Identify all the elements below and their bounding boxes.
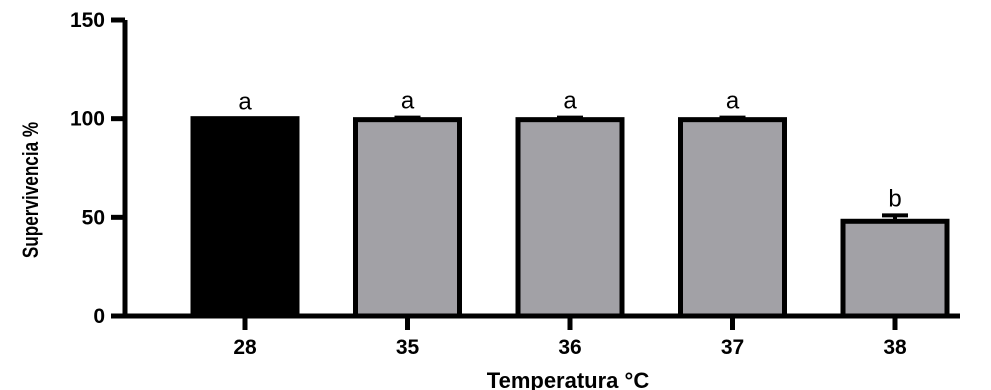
bar-28: [190, 116, 300, 319]
bar-36: [515, 117, 625, 319]
bar-37: [678, 117, 787, 319]
y-tick-label: 150: [70, 9, 105, 32]
y-tick-label: 0: [93, 305, 105, 328]
y-axis-title: Supervivencia %: [19, 121, 44, 258]
y-tick-label: 50: [82, 206, 105, 229]
x-tick-label: 28: [233, 336, 257, 359]
bar-annotation: a: [726, 88, 740, 115]
x-tick-label: 38: [883, 336, 907, 359]
bar-35: [353, 117, 462, 319]
y-tick-label: 100: [70, 108, 105, 131]
x-tick-label: 37: [721, 336, 744, 359]
x-tick-label: 35: [396, 336, 420, 359]
bar-annotation: b: [888, 185, 901, 212]
x-axis-title: Temperatura °C: [487, 368, 650, 390]
x-tick-label: 36: [558, 336, 581, 359]
bars: a a a a b: [190, 88, 950, 319]
bar-annotation: a: [238, 89, 252, 116]
bar-38: [840, 218, 950, 319]
bar-annotation: a: [563, 88, 577, 115]
x-axis: 28 35 36 37 38: [122, 313, 960, 359]
y-axis: 0 50 100 150: [70, 9, 128, 328]
bar-annotation: a: [401, 88, 415, 115]
